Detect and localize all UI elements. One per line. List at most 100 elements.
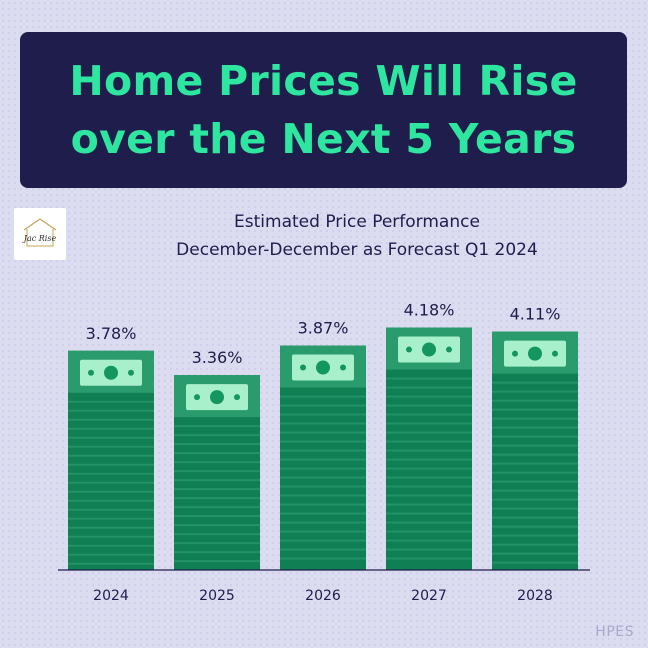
bar-stripe <box>68 472 154 475</box>
bar-stripe <box>386 494 472 497</box>
bar-stripe <box>280 521 366 524</box>
bar-stripe <box>386 440 472 443</box>
bar-stripe <box>280 476 366 479</box>
bar-2026: 3.87% 2026 <box>280 319 366 604</box>
bar-stripe <box>280 512 366 515</box>
bar-stripe <box>492 525 578 528</box>
bar-stripe <box>174 551 260 554</box>
bar-stripe <box>386 395 472 398</box>
bar-stripe <box>174 452 260 455</box>
house-logo-icon: Jac Rise <box>22 218 57 247</box>
bar-stripe <box>280 422 366 425</box>
money-bill-icon <box>504 340 566 367</box>
bar-stripe <box>68 418 154 421</box>
bar-stripe <box>280 413 366 416</box>
category-label: 2028 <box>517 588 553 604</box>
bar-stripe <box>174 506 260 509</box>
bar-stripe <box>68 562 154 565</box>
bar-stripe <box>492 498 578 501</box>
money-bill-icon <box>398 336 460 363</box>
bar-stripe <box>492 471 578 474</box>
bar-stripe <box>68 454 154 457</box>
bar-stripe <box>280 449 366 452</box>
bar-stripe <box>68 409 154 412</box>
bar-stripe <box>174 425 260 428</box>
bar-stripe <box>492 417 578 420</box>
bar-2027: 4.18% 2027 <box>386 301 472 604</box>
bar-stripe <box>492 399 578 402</box>
bar-stripe <box>386 557 472 560</box>
bar-stripe <box>386 485 472 488</box>
category-label: 2027 <box>411 588 447 604</box>
bar-stripe <box>174 497 260 500</box>
bar-stripe <box>280 530 366 533</box>
bar-stripe <box>68 517 154 520</box>
bar-stripe <box>280 548 366 551</box>
chart-subtitle: December-December as Forecast Q1 2024 <box>176 240 538 260</box>
bar-stripe <box>68 463 154 466</box>
bar-stripe <box>492 444 578 447</box>
bar-stripe <box>492 543 578 546</box>
bar-stripe <box>492 390 578 393</box>
chart-title: Estimated Price Performance <box>234 212 480 232</box>
value-label: 4.18% <box>404 301 455 320</box>
bar-stripe <box>68 427 154 430</box>
bar-stripe <box>492 435 578 438</box>
category-label: 2025 <box>199 588 235 604</box>
title-line-2: over the Next 5 Years <box>70 115 577 163</box>
bar-stripe <box>174 542 260 545</box>
bar-stripe <box>492 408 578 411</box>
bar-stripe <box>386 422 472 425</box>
bar-stripe <box>68 499 154 502</box>
bar-stripe <box>174 461 260 464</box>
bar-stripe <box>492 426 578 429</box>
bar-stripe <box>174 470 260 473</box>
bar-stripe <box>68 544 154 547</box>
brand-logo: Jac Rise <box>14 208 66 260</box>
bar-stripe <box>174 479 260 482</box>
money-bill-icon <box>80 359 142 386</box>
bar-stripe <box>492 453 578 456</box>
bar-stripe <box>386 404 472 407</box>
bar-stripe <box>68 508 154 511</box>
bar-stripe <box>386 548 472 551</box>
bar-stripe <box>280 458 366 461</box>
bar-stripe <box>492 561 578 564</box>
bar-stripe <box>174 515 260 518</box>
category-label: 2024 <box>93 588 129 604</box>
bar-stripe <box>68 445 154 448</box>
bar-chart: 3.78% 2024 3.36% 2025 3.87% 2026 4.18% 2027 4.11… <box>58 301 590 604</box>
bar-stripe <box>280 431 366 434</box>
bar-stripe <box>492 507 578 510</box>
bar-stripe <box>174 443 260 446</box>
bar-stripe <box>386 512 472 515</box>
bar-stripe <box>492 516 578 519</box>
bar-stripe <box>68 490 154 493</box>
bar-stripe <box>280 485 366 488</box>
title-banner: Home Prices Will Rise over the Next 5 Ye… <box>20 32 627 188</box>
bar-stripe <box>492 552 578 555</box>
bar-stripe <box>280 404 366 407</box>
bar-stripe <box>386 386 472 389</box>
value-label: 3.87% <box>298 319 349 338</box>
bar-stripe <box>68 400 154 403</box>
money-bill-icon <box>186 384 248 411</box>
bar-stripe <box>280 539 366 542</box>
category-label: 2026 <box>305 588 341 604</box>
logo-text: Jac Rise <box>22 234 57 243</box>
bar-stripe <box>492 534 578 537</box>
bar-stripe <box>386 431 472 434</box>
value-label: 4.11% <box>510 305 561 324</box>
bar-stripe <box>386 476 472 479</box>
bar-2025: 3.36% 2025 <box>174 348 260 604</box>
bar-stripe <box>68 553 154 556</box>
money-bill-icon <box>292 354 354 381</box>
bar-stripe <box>386 413 472 416</box>
bar-stripe <box>68 526 154 529</box>
bar-stripe <box>386 377 472 380</box>
bar-stripe <box>492 462 578 465</box>
bar-stripe <box>492 480 578 483</box>
bar-stripe <box>68 481 154 484</box>
bar-stripe <box>386 503 472 506</box>
bar-stripe <box>280 494 366 497</box>
